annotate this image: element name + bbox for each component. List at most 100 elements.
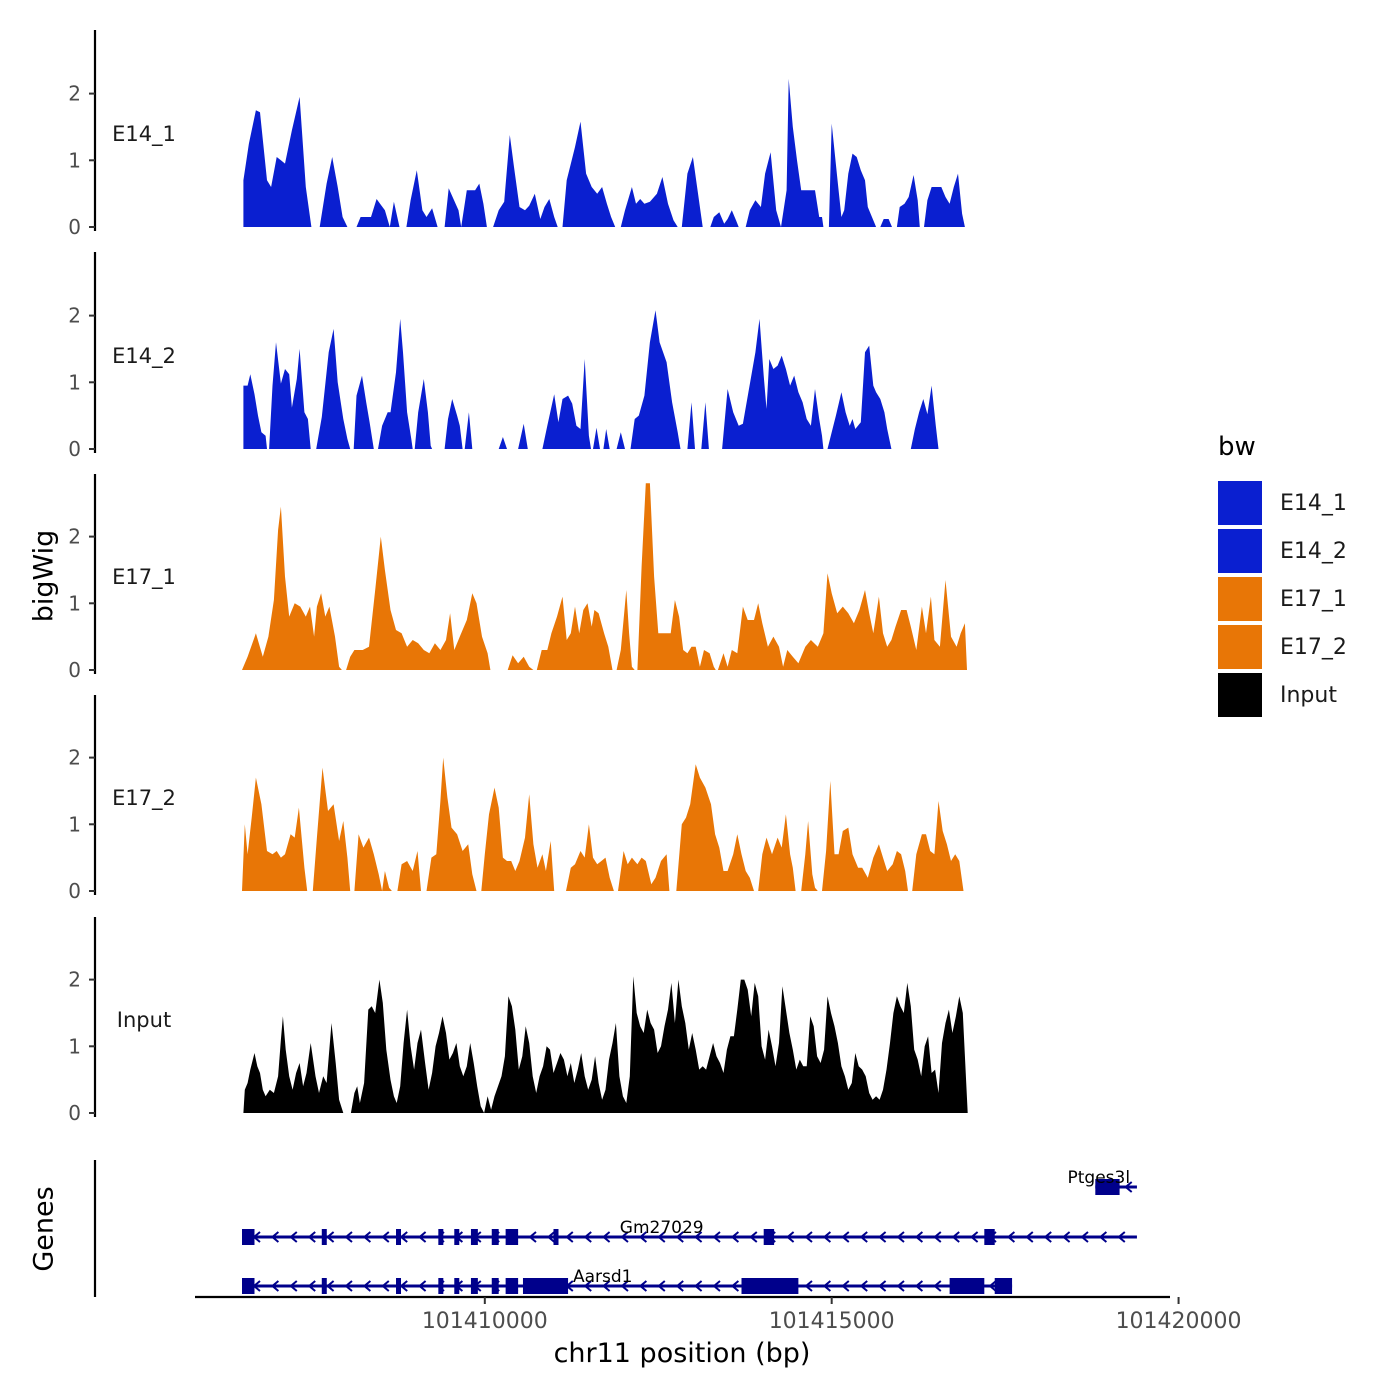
strand-arrow-aarsd1 [307,1280,316,1292]
strand-arrow-gm27029 [1062,1231,1071,1243]
x-axis-title: chr11 position (bp) [553,1338,811,1369]
strand-arrow-gm27029 [841,1231,850,1243]
y-tick-label-e14-2-0: 0 [68,437,81,461]
legend-item-input: Input [1218,671,1347,719]
exon-gm27029-1 [321,1229,327,1245]
strand-arrow-aarsd1 [602,1280,611,1292]
signal-area-e17-2 [242,757,965,891]
strand-arrow-gm27029 [344,1231,353,1243]
strand-arrow-gm27029 [620,1231,629,1243]
strand-arrow-gm27029 [270,1231,280,1243]
strand-arrow-aarsd1 [362,1280,372,1292]
signal-area-input [243,976,968,1113]
track-label-e17-2: E17_2 [112,786,176,811]
panel-genes: Ptges3l Gm27029 Aarsd1 [93,1160,1137,1297]
y-tick-label-e17-1-1: 1 [68,591,81,615]
panel-e14-2: 0 1 2 E14_2 [68,252,939,461]
strand-arrow-gm27029 [289,1231,298,1243]
strand-arrow-gm27029 [381,1231,390,1243]
strand-arrow-aarsd1 [381,1280,390,1292]
exon-gm27029-4 [454,1229,460,1245]
x-tick-label-101415000: 101415000 [769,1309,895,1334]
exon-aarsd1-10 [949,1278,985,1294]
strand-arrow-aarsd1 [657,1280,666,1292]
exon-aarsd1-9 [741,1278,799,1294]
track-label-e14-2: E14_2 [112,344,176,369]
legend-item-e14-1: E14_1 [1218,479,1347,527]
x-tick-label-101410000: 101410000 [422,1309,548,1334]
strand-arrow-aarsd1 [270,1280,280,1292]
strand-arrow-gm27029 [1025,1231,1034,1243]
strand-arrow-aarsd1 [933,1280,942,1292]
exon-aarsd1-1 [321,1278,327,1294]
exon-aarsd1-3 [438,1278,444,1294]
strand-arrow-aarsd1 [675,1280,684,1292]
strand-arrow-gm27029 [822,1231,832,1243]
strand-arrow-aarsd1 [418,1280,427,1292]
strand-arrow-gm27029 [749,1231,758,1243]
y-tick-label-e14-1-1: 1 [68,148,81,172]
signal-area-e14-1 [243,78,965,228]
legend-label-e17-2: E17_2 [1280,634,1347,660]
strand-arrow-aarsd1 [914,1280,924,1292]
strand-arrow-gm27029 [565,1231,574,1243]
gene-label-ptges3l: Ptges3l [1067,1168,1130,1188]
legend-swatch-e17-2 [1218,625,1262,669]
strand-arrow-aarsd1 [326,1280,335,1292]
exon-gm27029-5 [470,1229,478,1245]
strand-arrow-gm27029 [878,1231,887,1243]
legend-label-e17-1: E17_1 [1280,586,1347,612]
gene-label-gm27029: Gm27029 [620,1218,704,1238]
strand-arrow-gm27029 [1098,1231,1108,1243]
strand-arrow-gm27029 [657,1231,666,1243]
strand-arrow-aarsd1 [399,1280,408,1292]
track-label-e17-1: E17_1 [112,565,176,590]
y-tick-label-e14-2-1: 1 [68,370,81,394]
strand-arrow-gm27029 [638,1231,648,1243]
y-tick-label-input-0: 0 [68,1101,81,1125]
exon-gm27029-8 [553,1229,559,1245]
track-label-e14-1: E14_1 [112,122,176,147]
strand-arrow-gm27029 [1006,1231,1016,1243]
strand-arrow-aarsd1 [822,1280,832,1292]
legend-label-e14-1: E14_1 [1280,490,1347,516]
strand-arrow-gm27029 [307,1231,316,1243]
exon-gm27029-7 [505,1229,519,1245]
exon-gm27029-3 [438,1229,444,1245]
y-tick-label-e17-2-1: 1 [68,812,81,836]
legend-title: bw [1218,432,1256,462]
y-axis-title: bigWig [28,529,60,623]
strand-arrow-aarsd1 [694,1280,703,1292]
strand-arrow-aarsd1 [730,1280,740,1292]
y-tick-label-input-1: 1 [68,1034,81,1058]
exon-aarsd1-11 [994,1278,1013,1294]
exon-gm27029-10 [984,1229,995,1245]
legend-swatch-e14-2 [1218,529,1262,573]
strand-arrow-gm27029 [528,1231,537,1243]
strand-arrow-aarsd1 [988,1280,997,1292]
legend-item-e17-2: E17_2 [1218,623,1347,671]
y-tick-label-e17-2-2: 2 [68,746,81,770]
exon-aarsd1-6 [491,1278,499,1294]
exon-aarsd1-8 [522,1278,569,1294]
strand-arrow-aarsd1 [583,1280,592,1292]
strand-arrow-gm27029 [970,1231,979,1243]
signal-area-e14-2 [243,310,939,449]
strand-arrow-gm27029 [896,1231,905,1243]
exon-aarsd1-2 [396,1278,402,1294]
strand-arrow-aarsd1 [620,1280,629,1292]
strand-arrow-gm27029 [362,1231,372,1243]
strand-arrow-aarsd1 [841,1280,850,1292]
strand-arrow-ptges3l [1124,1181,1133,1193]
genes-axis-title: Genes [28,1186,60,1272]
exon-aarsd1-4 [454,1278,460,1294]
y-tick-label-e14-2-2: 2 [68,304,81,328]
strand-arrow-gm27029 [399,1231,408,1243]
panel-input: 0 1 2 Input [68,917,968,1125]
strand-arrow-aarsd1 [638,1280,648,1292]
strand-arrow-aarsd1 [896,1280,905,1292]
strand-arrow-gm27029 [1043,1231,1052,1243]
y-tick-label-input-2: 2 [68,968,81,992]
strand-arrow-gm27029 [694,1231,703,1243]
legend-label-e14-2: E14_2 [1280,538,1347,564]
